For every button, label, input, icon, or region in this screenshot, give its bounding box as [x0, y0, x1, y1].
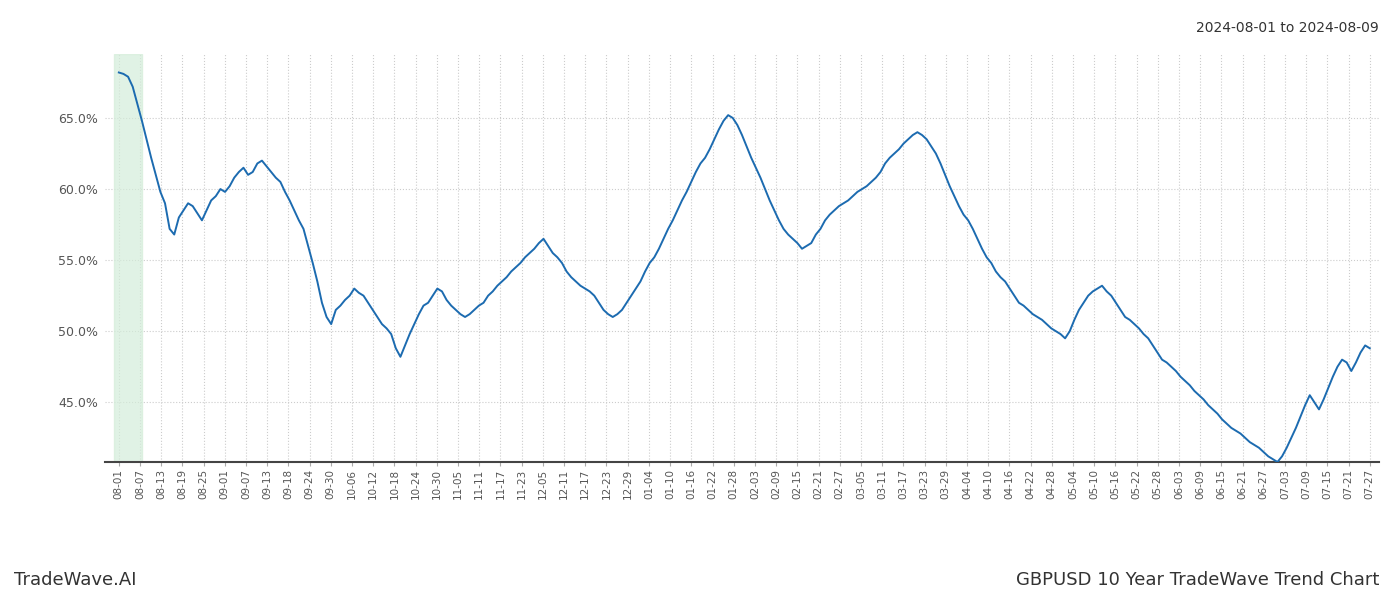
Text: 2024-08-01 to 2024-08-09: 2024-08-01 to 2024-08-09: [1196, 21, 1379, 35]
Text: GBPUSD 10 Year TradeWave Trend Chart: GBPUSD 10 Year TradeWave Trend Chart: [1015, 571, 1379, 589]
Bar: [115, 54, 143, 462]
Text: TradeWave.AI: TradeWave.AI: [14, 571, 137, 589]
